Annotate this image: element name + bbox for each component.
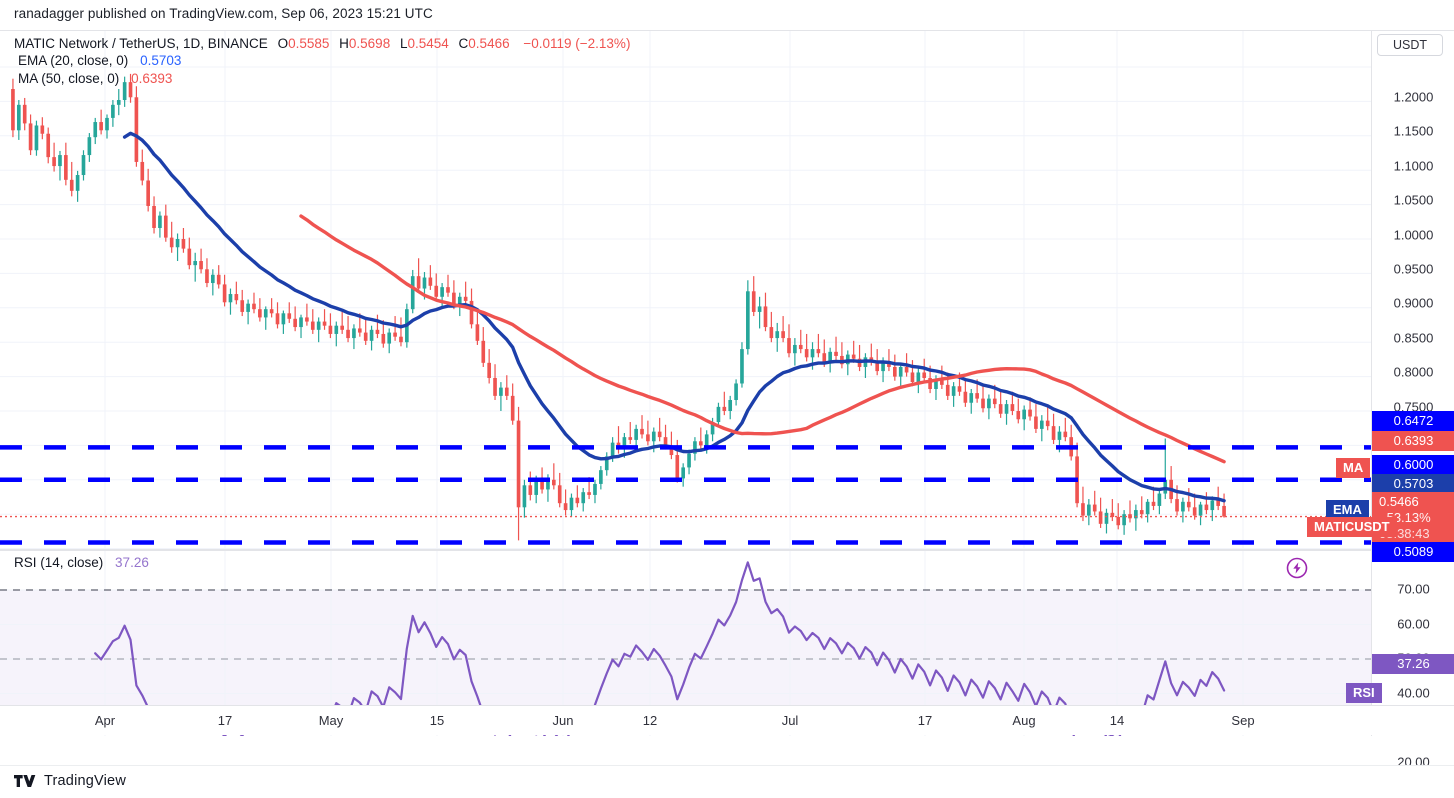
price-tick-label: 0.8500: [1393, 330, 1434, 346]
price-tick-label: 0.9500: [1393, 261, 1434, 277]
time-tick-label: 15: [429, 713, 445, 728]
time-tick-label: 17: [217, 713, 233, 728]
time-tick-label: May: [318, 713, 344, 728]
attribution-text: ranadagger published on TradingView.com,…: [14, 6, 433, 21]
price-tick-label: 0.8000: [1393, 364, 1434, 380]
time-axis[interactable]: Apr 17 May 15 Jun 12 Jul 17 Aug 14 Sep: [0, 705, 1454, 735]
level-badge-mid[interactable]: 0.6000: [1372, 455, 1454, 475]
rsi-tick-label: 60.00: [1397, 616, 1430, 631]
price-tick-label: 1.2000: [1393, 89, 1434, 105]
time-tick-label: Aug: [1012, 713, 1036, 728]
price-chart-svg: [0, 31, 1371, 549]
tradingview-logo-text: TradingView: [44, 773, 126, 789]
time-tick-label: Apr: [94, 713, 116, 728]
ma-price-badge[interactable]: 0.6393: [1372, 431, 1454, 451]
ma-tag[interactable]: MA: [1336, 458, 1371, 478]
price-tick-label: 1.1500: [1393, 123, 1434, 139]
price-pane[interactable]: [0, 31, 1371, 549]
pane-separator: [0, 549, 1371, 550]
price-tick-label: 0.7500: [1393, 399, 1434, 415]
currency-badge[interactable]: USDT: [1377, 34, 1443, 56]
last-price-tag[interactable]: MATICUSDT: [1307, 517, 1397, 537]
rsi-tick-label: 70.00: [1397, 581, 1430, 597]
price-tick-label: 0.9000: [1393, 295, 1434, 311]
time-tick-label: 12: [642, 713, 658, 728]
price-tick-label: 1.0000: [1393, 227, 1434, 243]
price-tick-label: 1.1000: [1393, 158, 1434, 174]
time-tick-label: Sep: [1231, 713, 1255, 728]
time-tick-label: Jul: [781, 713, 799, 728]
price-axis[interactable]: USDT 1.2000 1.1500 1.1000 1.0500 1.0000 0.950…: [1371, 31, 1454, 769]
footer: TradingView: [0, 765, 1454, 798]
tradingview-logo[interactable]: TradingView: [14, 773, 126, 789]
time-tick-label: 14: [1109, 713, 1125, 728]
rsi-tag[interactable]: RSI: [1346, 683, 1382, 703]
time-tick-label: Jun: [552, 713, 574, 728]
ema-tag[interactable]: EMA: [1326, 500, 1369, 520]
last-price-value: 0.5466: [1379, 494, 1419, 509]
time-tick-label: 17: [917, 713, 933, 728]
chart-frame: MATIC Network / TetherUS, 1D, BINANCE O0…: [0, 30, 1454, 769]
level-badge-high[interactable]: 0.6472: [1372, 411, 1454, 431]
rsi-value-badge[interactable]: 37.26: [1372, 654, 1454, 674]
rsi-tick-label: 40.00: [1397, 685, 1430, 700]
price-tick-label: 1.0500: [1393, 192, 1434, 208]
tradingview-logo-icon: [14, 775, 36, 787]
level-badge-low[interactable]: 0.5089: [1372, 542, 1454, 562]
alert-lightning-icon[interactable]: [1286, 557, 1308, 579]
ema-price-badge[interactable]: 0.5703: [1372, 474, 1454, 494]
